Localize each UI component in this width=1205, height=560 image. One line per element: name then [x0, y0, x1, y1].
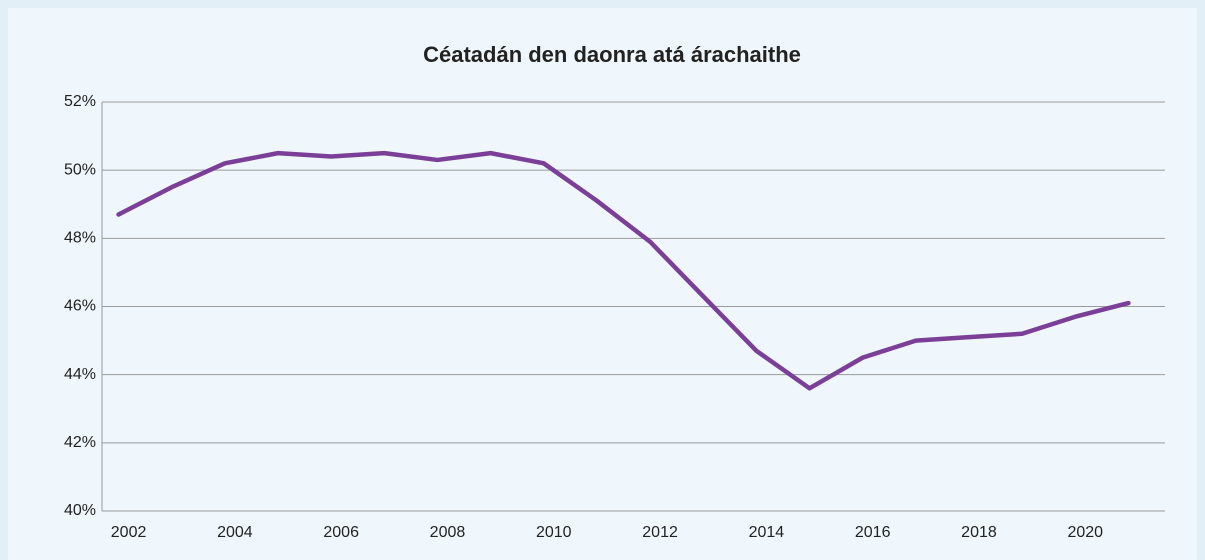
y-tick-label: 44%: [64, 366, 96, 383]
y-tick-label: 48%: [64, 230, 96, 247]
chart-panel: [8, 8, 1197, 560]
x-tick-label: 2012: [642, 524, 678, 541]
x-tick-label: 2016: [855, 524, 891, 541]
x-tick-label: 2018: [961, 524, 997, 541]
x-tick-label: 2008: [430, 524, 466, 541]
y-tick-label: 40%: [64, 502, 96, 519]
x-tick-label: 2004: [217, 524, 253, 541]
x-tick-label: 2006: [323, 524, 359, 541]
x-tick-label: 2014: [749, 524, 785, 541]
y-tick-label: 50%: [64, 161, 96, 178]
x-tick-label: 2010: [536, 524, 572, 541]
x-tick-label: 2020: [1067, 524, 1103, 541]
chart-title: Céatadán den daonra atá árachaithe: [423, 42, 801, 67]
y-tick-label: 42%: [64, 434, 96, 451]
y-tick-label: 52%: [64, 93, 96, 110]
x-tick-label: 2002: [111, 524, 147, 541]
y-tick-label: 46%: [64, 298, 96, 315]
data-line: [116, 150, 1131, 391]
